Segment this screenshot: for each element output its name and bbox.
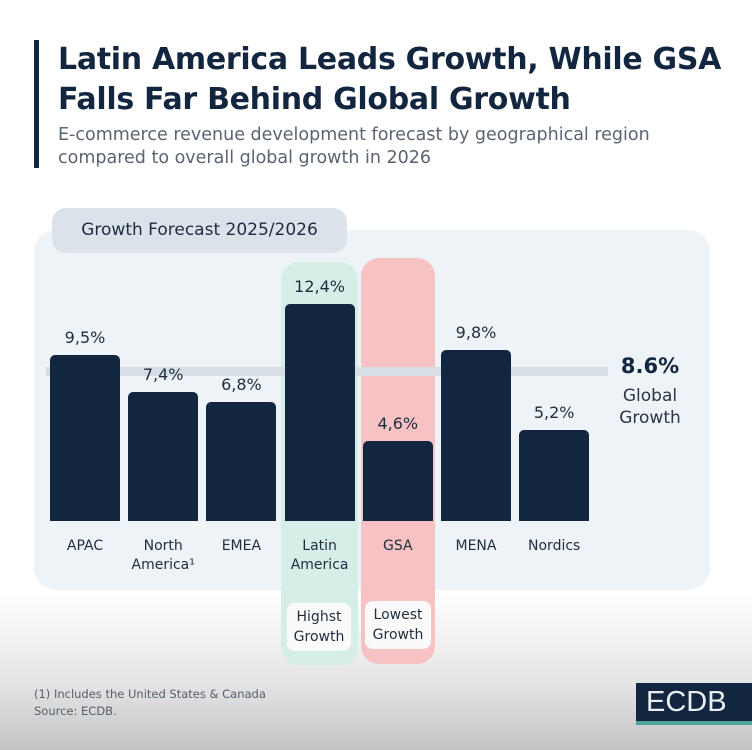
global-growth-value: 8.6%	[620, 354, 680, 378]
highest-growth-badge: Highst Growth	[287, 603, 351, 651]
bar-1	[128, 391, 199, 521]
footer: (1) Includes the United States & Canada …	[34, 686, 266, 720]
global-growth-label: Global Growth	[619, 386, 681, 428]
source: Source: ECDB.	[34, 704, 117, 718]
category-label: North America¹	[131, 538, 195, 573]
chart-title: Growth Forecast 2025/2026	[52, 208, 347, 253]
bar-0	[50, 354, 120, 521]
bar-3	[284, 304, 355, 521]
category-label: EMEA	[221, 538, 262, 554]
bar-6	[519, 430, 590, 521]
footnote: (1) Includes the United States & Canada	[34, 687, 266, 701]
page-subtitle: E-commerce revenue development forecast …	[58, 125, 650, 168]
category-label: Latin America	[290, 538, 349, 573]
value-label: 7,4%	[142, 364, 184, 384]
page-title: Latin America Leads Growth, While GSA Fa…	[58, 42, 722, 117]
value-label: 12,4%	[294, 277, 345, 296]
value-label: 9,5%	[64, 327, 106, 347]
bar-4	[362, 440, 433, 521]
value-label: 6,8%	[221, 375, 262, 394]
category-label: GSA	[383, 538, 413, 554]
lowest-growth-badge: Lowest Growth	[365, 601, 431, 649]
bar-5	[441, 349, 511, 521]
value-label: 5,2%	[533, 403, 575, 422]
value-label: 9,8%	[455, 322, 497, 342]
category-label: MENA	[455, 538, 497, 554]
category-label: Nordics	[528, 538, 581, 554]
value-label: 4,6%	[377, 413, 419, 433]
ecdb-logo: ECDB	[636, 683, 752, 725]
category-label: APAC	[66, 538, 104, 554]
bar-2	[206, 402, 277, 521]
title-accent-bar	[34, 40, 39, 168]
